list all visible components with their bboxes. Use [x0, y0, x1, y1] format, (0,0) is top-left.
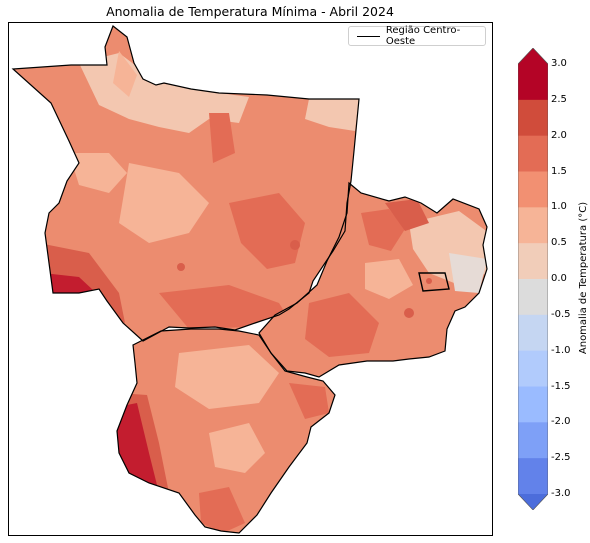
colorbar-tick-label: -0.5 [551, 308, 571, 320]
colorbar-extend-max [518, 48, 548, 64]
colorbar-band [518, 135, 548, 172]
map-frame [8, 22, 493, 536]
colorbar-tick-label: -2.0 [551, 416, 571, 428]
colorbar-tick-label: -1.0 [551, 344, 571, 356]
colorbar-band [518, 99, 548, 137]
legend-label: Região Centro-Oeste [385, 25, 461, 47]
map-title: Anomalia de Temperatura Mínima - Abril 2… [106, 4, 394, 19]
colorbar-extend-min [518, 494, 548, 510]
colorbar-band [518, 64, 548, 101]
colorbar-tick-label: 2.0 [551, 129, 567, 141]
colorbar-band [518, 422, 548, 459]
colorbar-tick-label: -2.5 [551, 452, 571, 464]
colorbar-band [518, 458, 548, 495]
colorbar-band [518, 171, 548, 208]
colorbar-band [518, 207, 548, 244]
colorbar-band [518, 350, 548, 387]
colorbar-band [518, 314, 548, 352]
colorbar [518, 48, 548, 510]
colorbar-band [518, 386, 548, 423]
colorbar-band [518, 279, 548, 316]
colorbar-tick-label: 1.0 [551, 201, 567, 213]
anomaly-map [11, 25, 488, 534]
colorbar-tick-label: -1.5 [551, 380, 571, 392]
region-borders [11, 25, 488, 534]
colorbar-tick-label: 2.5 [551, 93, 567, 105]
colorbar-tick-label: 0.5 [551, 237, 567, 249]
colorbar-band [518, 243, 548, 280]
colorbar-tick-label: 0.0 [551, 273, 567, 284]
map-legend: Região Centro-Oeste [348, 25, 486, 47]
colorbar-tick-label: -3.0 [551, 488, 571, 499]
colorbar-tick-label: 3.0 [551, 58, 567, 69]
legend-line-swatch [357, 35, 380, 37]
colorbar-tick-label: 1.5 [551, 165, 567, 177]
colorbar-label: Anomalia de Temperatura (°C) [578, 201, 589, 355]
